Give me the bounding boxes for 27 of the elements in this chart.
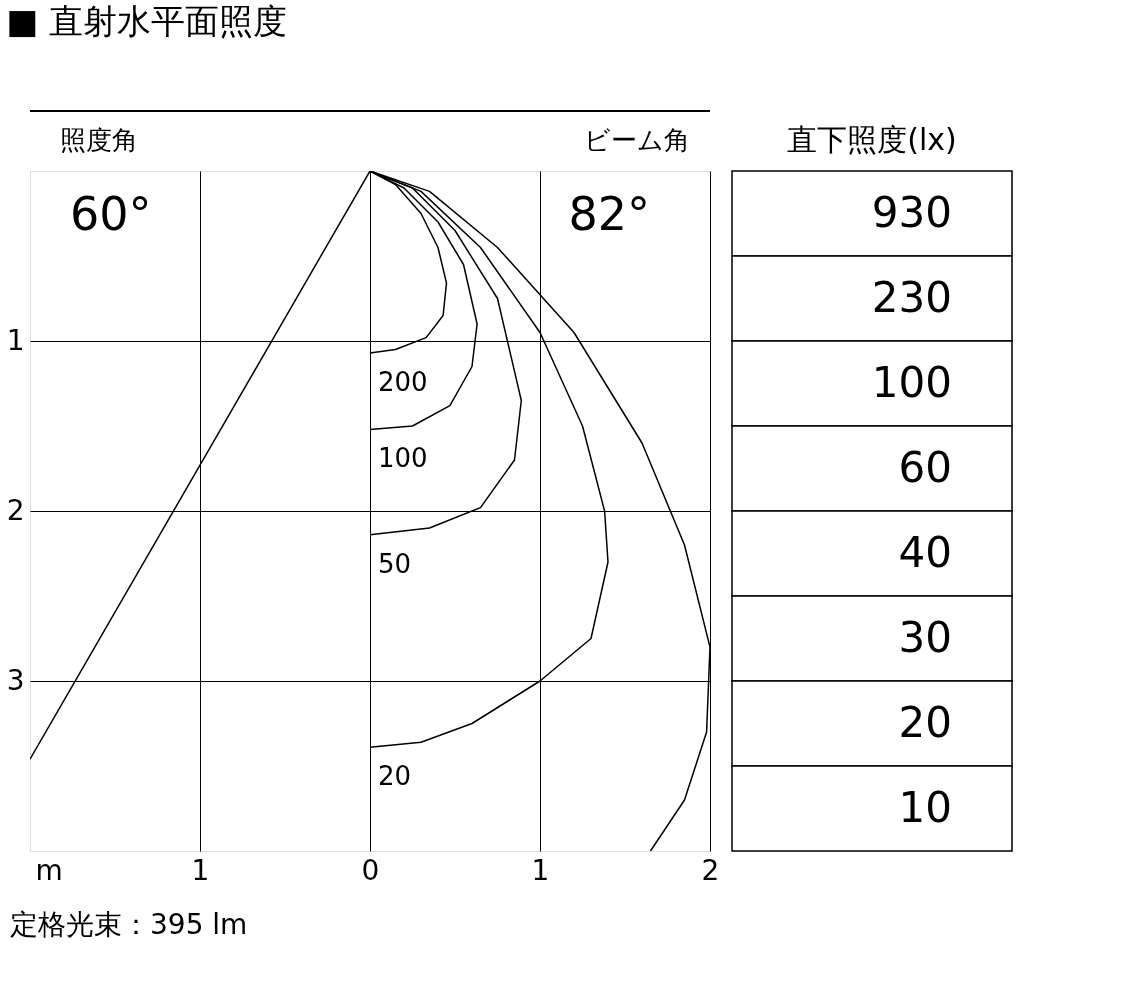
series-label: 20 [378,761,412,792]
data-label: 40 [898,527,952,577]
data-label: 20 [898,697,952,747]
data-label: 30 [898,612,952,662]
y-tick-label: 1 [6,323,25,357]
data-label: 930 [871,187,952,237]
series-label: 200 [378,366,428,397]
data-label: 230 [871,272,952,322]
x-tick-label: 2 [701,853,720,887]
series-label: 100 [378,443,428,474]
data-label: 100 [871,357,952,407]
text: 照度角 [60,125,138,155]
x-tick-label: 0 [361,853,380,887]
x-tick-label: 1 [531,853,550,887]
text: 直下照度(lx) [787,122,957,157]
annotation: 82° [568,187,650,241]
series-label: 50 [378,548,412,579]
data-label: 60 [898,442,952,492]
data-label: 10 [898,782,952,832]
y-tick-label: 2 [6,493,25,527]
chart-title: ■ 直射水平面照度 [6,1,288,41]
x-tick-label: 1 [191,853,210,887]
annotation: 60° [70,187,152,241]
text: ビーム角 [584,125,690,155]
text: 定格光束：395 lm [10,908,248,941]
x-axis-title: m [35,853,63,887]
y-tick-label: 3 [6,663,25,697]
